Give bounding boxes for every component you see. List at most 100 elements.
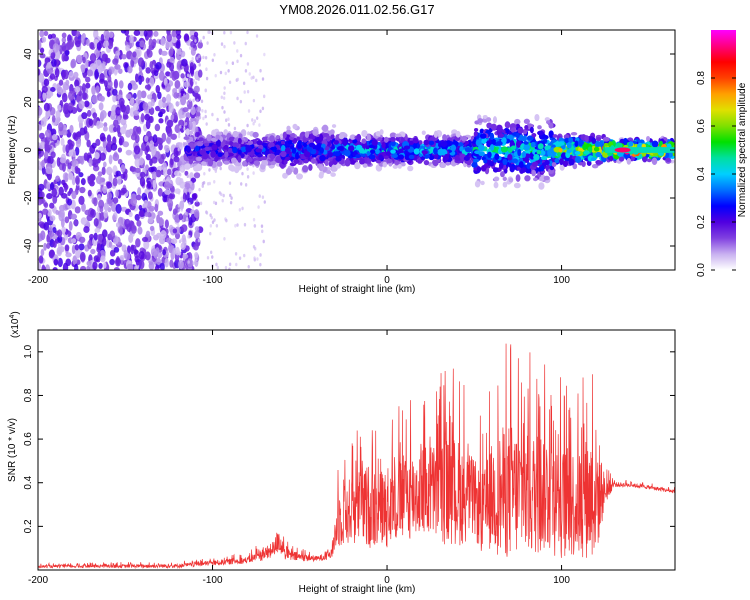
heatmap-speckle (213, 52, 216, 57)
heatmap-speckle (224, 71, 227, 76)
heatmap-speckle (167, 198, 174, 209)
heatmap-cell (544, 117, 550, 122)
heatmap-speckle (152, 179, 157, 190)
heatmap-speckle (43, 78, 50, 87)
heatmap-speckle (240, 182, 243, 186)
heatmap-speckle (186, 101, 189, 105)
y-tick-label: 20 (23, 96, 34, 108)
heatmap-speckle (108, 124, 115, 133)
heatmap-speckle (252, 98, 256, 103)
colorbar-label: Normalized spectral amplitude (737, 82, 748, 217)
heatmap-speckle (246, 175, 250, 179)
heatmap-speckle (60, 138, 65, 146)
y-tick-label: 1.0 (23, 344, 34, 358)
heatmap-speckle (207, 30, 210, 35)
heatmap-speckle (91, 85, 96, 96)
heatmap-speckle (138, 260, 145, 270)
heatmap-speckle (253, 256, 256, 260)
heatmap-cell (183, 136, 190, 141)
heatmap-speckle (219, 166, 222, 171)
heatmap-speckle (172, 228, 178, 234)
heatmap-cell (389, 132, 397, 139)
heatmap-speckle (118, 97, 125, 106)
heatmap-speckle (202, 55, 205, 60)
heatmap-speckle (137, 226, 143, 235)
heatmap-cell (403, 145, 411, 150)
heatmap-cell (247, 140, 254, 145)
heatmap-speckle (49, 73, 56, 80)
heatmap-speckle (138, 250, 145, 260)
heatmap-speckle (43, 151, 49, 160)
heatmap-cell (204, 146, 211, 152)
heatmap-cell (480, 180, 485, 186)
heatmap-speckle (76, 95, 81, 102)
heatmap-speckle (192, 222, 195, 227)
heatmap-speckle (225, 218, 228, 223)
heatmap-speckle (187, 234, 190, 239)
heatmap-speckle (101, 166, 106, 176)
heatmap-speckle (133, 30, 141, 36)
heatmap-speckle (115, 189, 119, 198)
heatmap-speckle (118, 80, 124, 89)
heatmap-speckle (40, 230, 46, 241)
heatmap-speckle (52, 240, 57, 248)
heatmap-speckle (258, 123, 261, 127)
heatmap-speckle (201, 181, 205, 186)
heatmap-peak (614, 147, 631, 153)
heatmap-speckle (149, 107, 155, 116)
heatmap-speckle (47, 67, 54, 75)
heatmap-speckle (227, 123, 231, 127)
heatmap-cell (224, 151, 229, 158)
heatmap-cell (333, 140, 339, 145)
heatmap-cell (597, 160, 604, 165)
heatmap-cell (489, 144, 495, 151)
heatmap-speckle (48, 231, 55, 238)
heatmap-speckle (178, 92, 182, 96)
heatmap-speckle (96, 233, 104, 241)
heatmap-cell (558, 148, 563, 153)
heatmap-cell (590, 157, 597, 162)
heatmap-speckle (112, 214, 116, 221)
heatmap-speckle (108, 154, 113, 165)
heatmap-speckle (223, 44, 226, 49)
heatmap-cell (489, 138, 497, 146)
y-tick-label: 0 (23, 147, 34, 153)
heatmap-speckle (173, 112, 178, 121)
heatmap-speckle (255, 78, 258, 83)
heatmap-cell (308, 163, 313, 171)
heatmap-speckle (161, 96, 167, 103)
spectrogram-plot-area (38, 30, 675, 270)
heatmap-speckle (149, 60, 154, 69)
heatmap-speckle (120, 30, 127, 34)
heatmap-speckle (38, 89, 41, 99)
y-tick-label: 0.4 (23, 475, 34, 489)
heatmap-speckle (179, 142, 183, 151)
heatmap-speckle (54, 37, 60, 44)
heatmap-speckle (139, 101, 145, 112)
heatmap-cell (544, 145, 552, 151)
heatmap-speckle (133, 110, 140, 116)
heatmap-speckle (144, 135, 149, 142)
heatmap-speckle (145, 153, 151, 161)
heatmap-speckle (211, 220, 215, 224)
heatmap-cell (520, 167, 527, 173)
heatmap-speckle (72, 132, 77, 140)
heatmap-speckle (129, 166, 137, 172)
heatmap-speckle (194, 201, 200, 207)
heatmap-speckle (68, 142, 74, 150)
heatmap-cell (269, 135, 275, 143)
heatmap-cell (389, 137, 396, 142)
heatmap-cell (404, 153, 412, 161)
heatmap-speckle (51, 187, 58, 198)
y-tick-label: 0.8 (23, 388, 34, 402)
heatmap-speckle (67, 172, 74, 181)
snr-y-label: SNR (10 * v/v) (7, 418, 18, 482)
heatmap-cell (256, 140, 263, 146)
heatmap-speckle (221, 105, 224, 110)
heatmap-cell (412, 137, 419, 144)
heatmap-speckle (205, 67, 208, 72)
heatmap-speckle (51, 134, 58, 141)
heatmap-speckle (87, 189, 92, 197)
x-tick-label: -200 (28, 275, 48, 286)
heatmap-cell (474, 180, 481, 188)
